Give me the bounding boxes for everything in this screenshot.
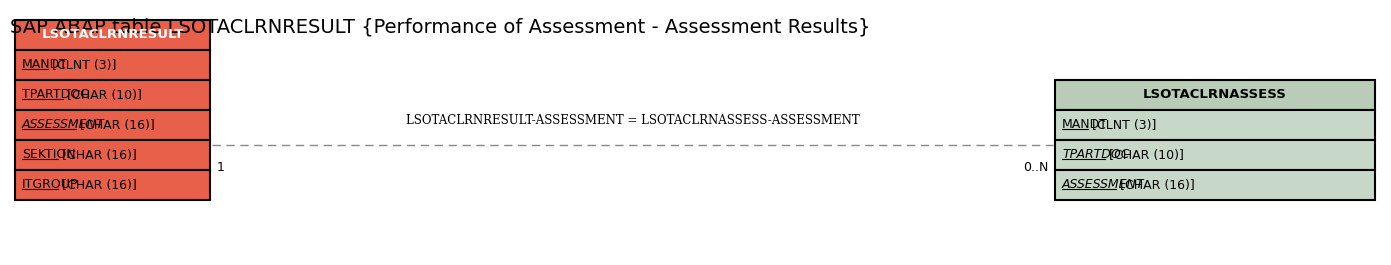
Text: ASSESSMENT: ASSESSMENT xyxy=(1061,179,1145,192)
Bar xyxy=(15,110,210,140)
Bar xyxy=(1054,110,1374,140)
Text: [CHAR (10)]: [CHAR (10)] xyxy=(63,89,142,101)
Text: MANDT: MANDT xyxy=(1061,118,1109,131)
Text: [CHAR (10)]: [CHAR (10)] xyxy=(1104,148,1184,161)
Text: LSOTACLRNASSESS: LSOTACLRNASSESS xyxy=(1143,89,1287,101)
Bar xyxy=(1054,140,1374,170)
Text: LSOTACLRNRESULT: LSOTACLRNRESULT xyxy=(42,29,184,42)
Text: 0..N: 0..N xyxy=(1022,161,1047,174)
Text: TPARTDOC: TPARTDOC xyxy=(1061,148,1129,161)
Bar xyxy=(15,50,210,80)
Text: 1: 1 xyxy=(217,161,225,174)
Text: SEKTION: SEKTION xyxy=(22,148,75,161)
Text: MANDT: MANDT xyxy=(22,59,68,72)
Text: TPARTDOC: TPARTDOC xyxy=(22,89,89,101)
Text: ASSESSMENT: ASSESSMENT xyxy=(22,118,104,131)
Text: ITGROUP: ITGROUP xyxy=(22,179,78,192)
Text: SAP ABAP table LSOTACLRNRESULT {Performance of Assessment - Assessment Results}: SAP ABAP table LSOTACLRNRESULT {Performa… xyxy=(10,18,871,37)
Text: [CHAR (16)]: [CHAR (16)] xyxy=(1116,179,1195,192)
Bar xyxy=(15,80,210,110)
Text: [CLNT (3)]: [CLNT (3)] xyxy=(1088,118,1156,131)
Text: LSOTACLRNRESULT-ASSESSMENT = LSOTACLRNASSESS-ASSESSMENT: LSOTACLRNRESULT-ASSESSMENT = LSOTACLRNAS… xyxy=(406,114,860,127)
Bar xyxy=(15,170,210,200)
Bar xyxy=(15,20,210,50)
Bar xyxy=(15,140,210,170)
Text: [CHAR (16)]: [CHAR (16)] xyxy=(58,179,136,192)
Bar xyxy=(1054,80,1374,110)
Text: [CHAR (16)]: [CHAR (16)] xyxy=(58,148,136,161)
Bar xyxy=(1054,170,1374,200)
Text: [CLNT (3)]: [CLNT (3)] xyxy=(47,59,115,72)
Text: [CHAR (16)]: [CHAR (16)] xyxy=(77,118,154,131)
